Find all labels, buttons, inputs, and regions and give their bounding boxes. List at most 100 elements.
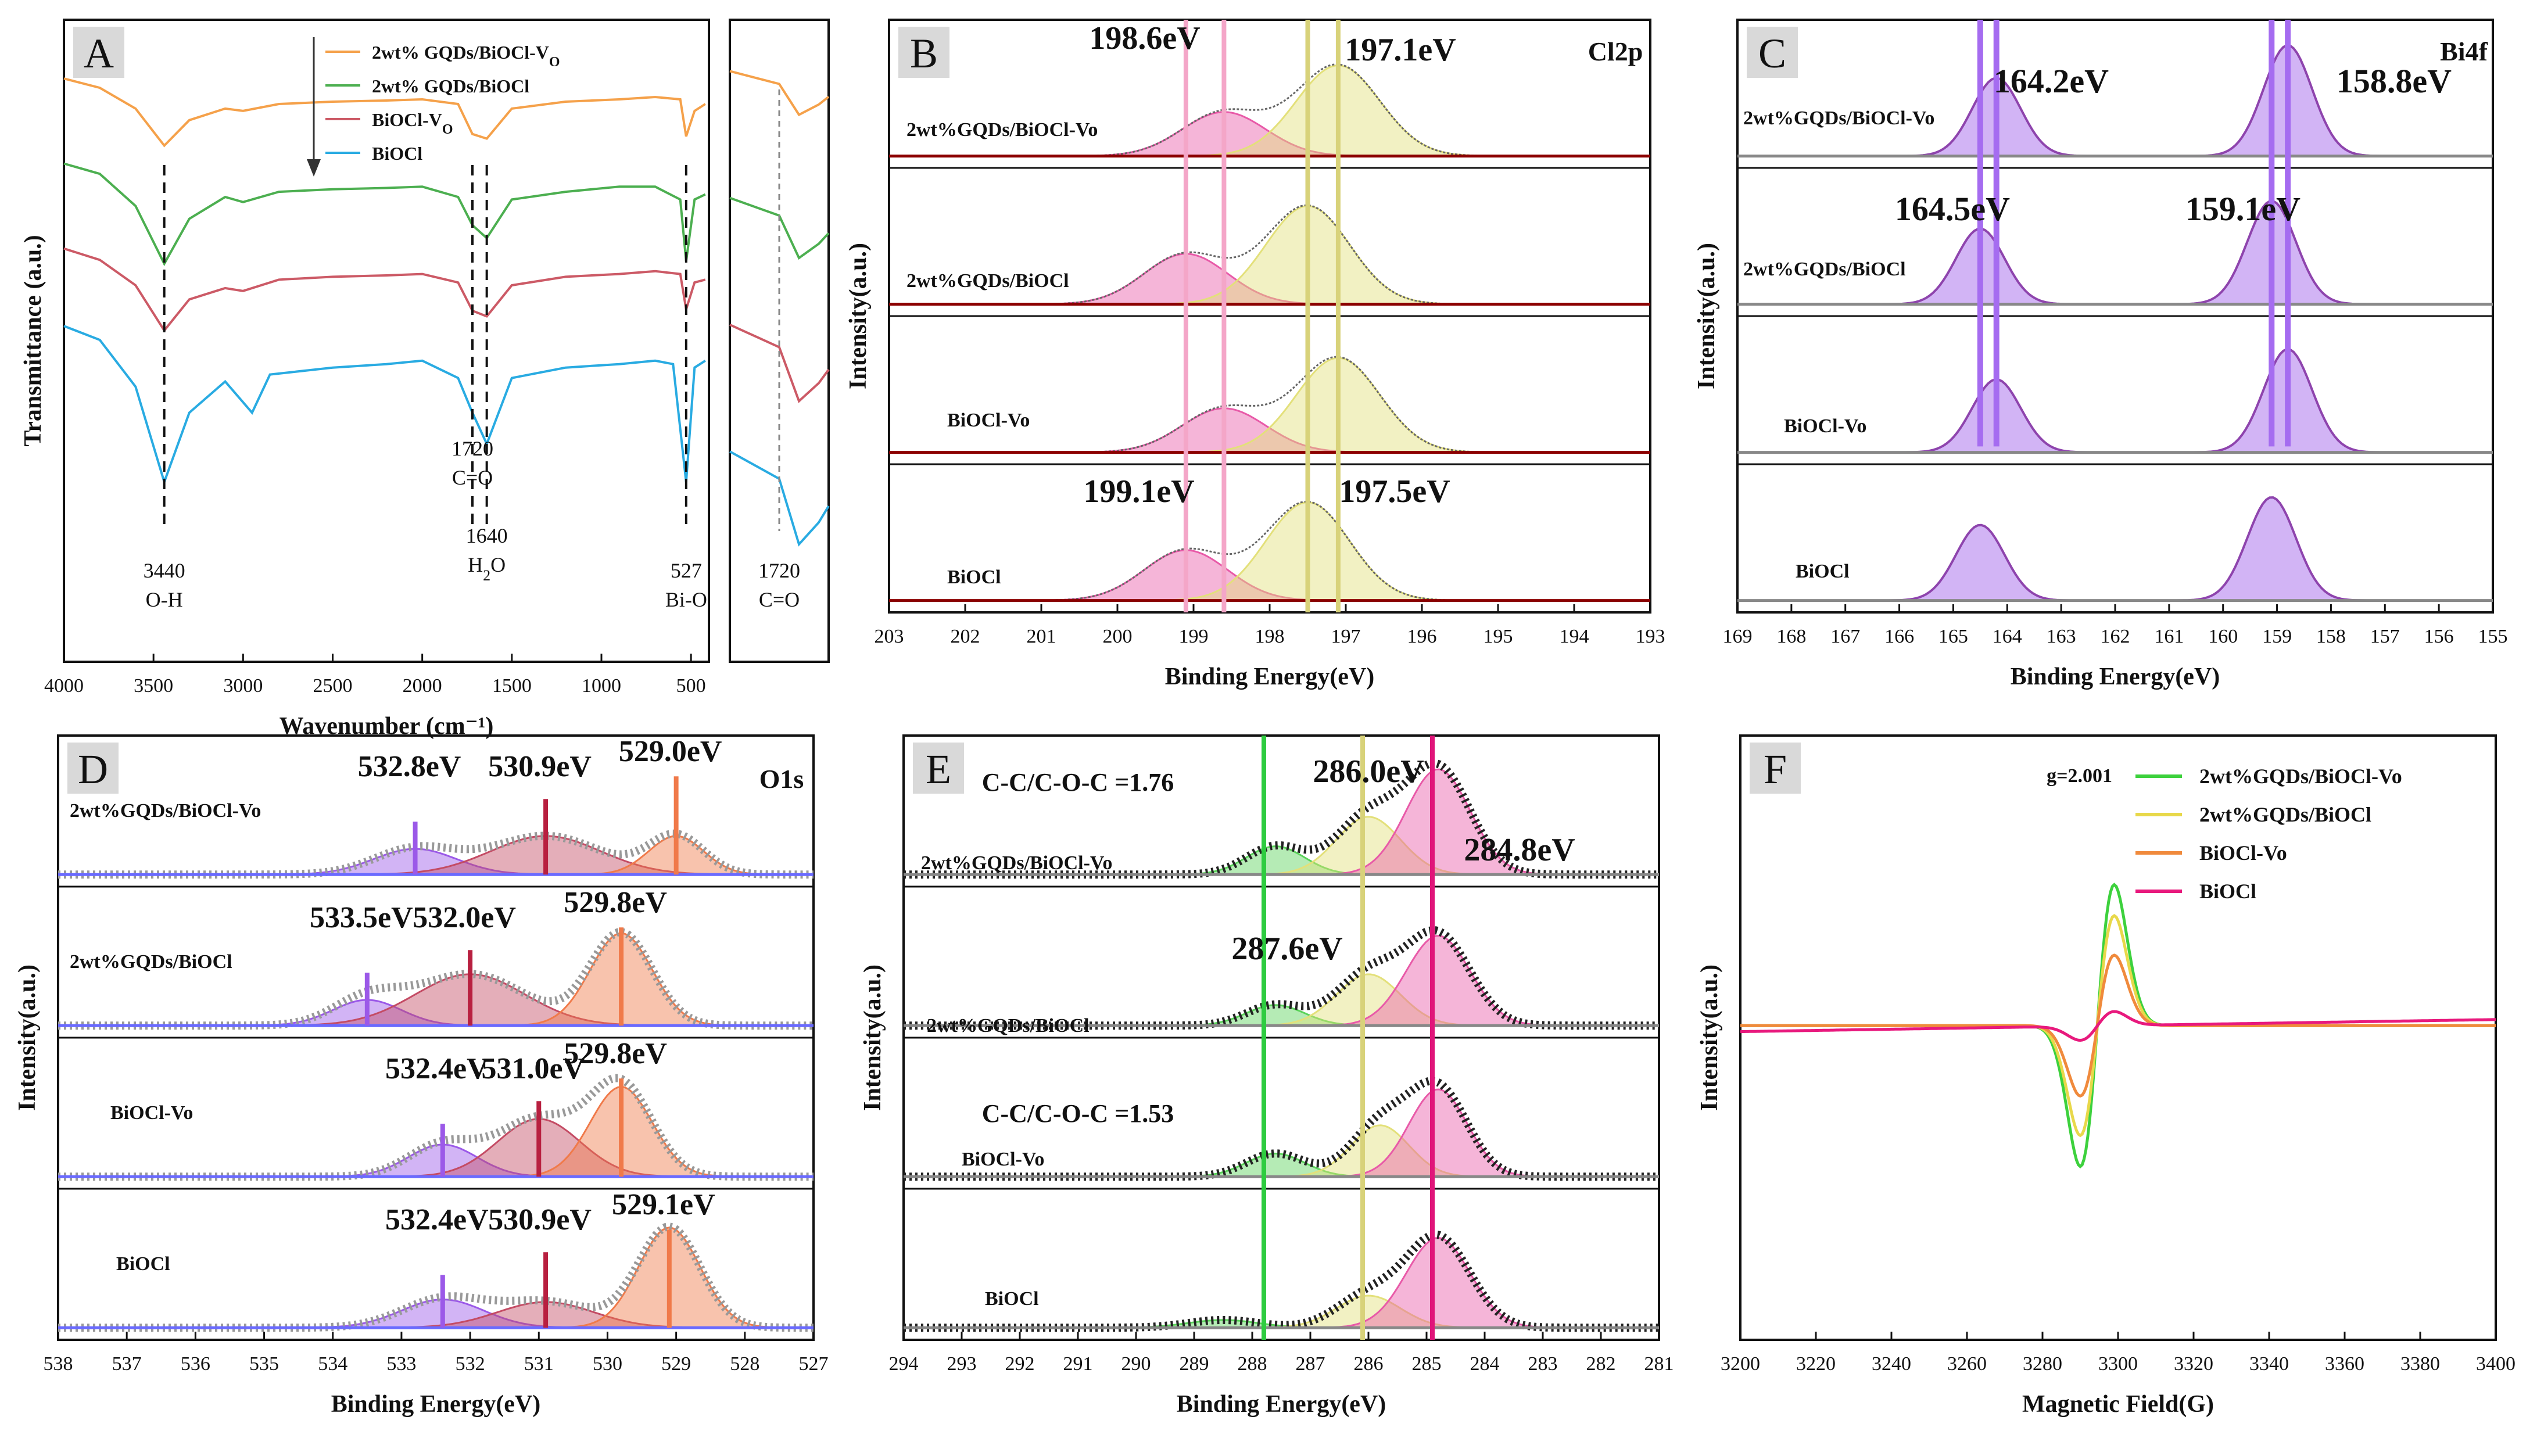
panel-c-x-tick-label: 156 (2424, 626, 2454, 647)
panel-a-panel-label: A (84, 30, 114, 77)
panel-f-x-axis-label: Magnetic Field(G) (2022, 1391, 2214, 1418)
panel-d-envelope (58, 1074, 814, 1181)
panel-f-x-tick-label: 3340 (2249, 1353, 2289, 1375)
panel-a-x-tick-label: 500 (676, 675, 706, 697)
panel-a-inset-assignment: C=O (759, 588, 800, 611)
panel-a-inset-frame (729, 19, 830, 663)
panel-d-series-label: BiOCl-Vo (110, 1102, 193, 1124)
panel-e-series-label: 2wt%GQDs/BiOCl-Vo (921, 852, 1112, 874)
panel-e-ratio-label: C-C/C-O-C =1.76 (982, 768, 1174, 797)
panel-a-arrow-head (307, 159, 321, 177)
panel-c-peak-label: 159.1eV (2185, 190, 2300, 228)
panel-f-x-tick-label: 3400 (2476, 1353, 2516, 1375)
panel-f-x-tick-label: 3240 (1872, 1353, 1911, 1375)
panel-c-x-tick-label: 160 (2208, 626, 2238, 647)
panel-a-legend-subscript: O (442, 122, 453, 137)
panel-d-x-tick-label: 529 (661, 1353, 691, 1375)
panel-e-x-tick-label: 285 (1412, 1353, 1442, 1375)
panel-d-x-tick-label: 531 (524, 1353, 554, 1375)
panel-c-x-axis-label: Binding Energy(eV) (2011, 664, 2220, 690)
panel-c-x-tick-label: 169 (1723, 626, 1753, 647)
panel-f-spectrum-line (1740, 1010, 2496, 1042)
panel-a-inset-line (729, 196, 830, 260)
panel-d-peak-label: 532.8eV (358, 750, 461, 783)
panel-d-x-tick-label: 527 (799, 1353, 829, 1375)
panel-a-x-tick-label: 3000 (223, 675, 263, 697)
panel-e-x-tick-label: 293 (947, 1353, 977, 1375)
panel-a-assignment-tail: O (490, 553, 506, 576)
panel-e-x-tick-label: 292 (1005, 1353, 1035, 1375)
panel-d-y-axis-label: Intensity(a.u.) (14, 964, 41, 1111)
panel-d-x-tick-label: 534 (318, 1353, 347, 1375)
panel-b-x-tick-label: 197 (1331, 626, 1361, 647)
panel-b-x-tick-label: 198 (1255, 626, 1285, 647)
panel-c-x-tick-label: 159 (2262, 626, 2292, 647)
panel-e-x-axis-label: Binding Energy(eV) (1177, 1391, 1386, 1418)
panel-d-x-tick-label: 537 (112, 1353, 142, 1375)
panel-d-series-label: 2wt%GQDs/BiOCl-Vo (70, 800, 261, 822)
panel-e-envelope (904, 1230, 1659, 1332)
panel-b-series-label: 2wt%GQDs/BiOCl-Vo (906, 119, 1098, 141)
panel-b-peak-label: 199.1eV (1083, 474, 1194, 510)
panel-f-legend-label: BiOCl-Vo (2199, 841, 2287, 865)
panel-b-x-tick-label: 201 (1027, 626, 1056, 647)
panel-c-panel-label: C (1758, 30, 1786, 77)
panel-e-x-tick-label: 289 (1180, 1353, 1209, 1375)
panel-a-inset-value: 1720 (758, 559, 800, 582)
panel-a-inset-line (729, 70, 830, 117)
panel-a-x-tick-label: 1000 (582, 675, 621, 697)
panel-a-inset-line (729, 450, 830, 547)
panel-a-legend-subscript: O (549, 55, 560, 70)
panel-a-x-tick-label: 4000 (44, 675, 84, 697)
panel-c-peak-label: 164.5eV (1895, 190, 2010, 228)
panel-d-envelope (58, 928, 814, 1030)
panel-c-series-label: 2wt%GQDs/BiOCl-Vo (1743, 107, 1934, 129)
panel-a-series-line (63, 77, 706, 148)
panel-d-element-label: O1s (759, 764, 804, 794)
panel-b-x-tick-label: 199 (1179, 626, 1209, 647)
panel-b-series-label: BiOCl (947, 566, 1001, 588)
panel-a-label-box (73, 27, 124, 78)
panel-b-peak-label: 197.1eV (1345, 32, 1456, 68)
panel-f-x-tick-label: 3320 (2174, 1353, 2213, 1375)
panel-c-peak-label: 158.8eV (2337, 62, 2452, 100)
panel-c-peak-label: 164.2eV (1994, 62, 2109, 100)
panel-e-x-tick-label: 287 (1296, 1353, 1325, 1375)
panel-c-envelope (1737, 496, 2493, 602)
panel-d-envelope (58, 1222, 814, 1332)
panel-d-x-tick-label: 533 (386, 1353, 416, 1375)
panel-e-x-tick-label: 290 (1121, 1353, 1151, 1375)
panel-f-x-tick-label: 3220 (1796, 1353, 1836, 1375)
panel-a-series-line (63, 162, 706, 267)
panel-d-x-tick-label: 530 (593, 1353, 622, 1375)
panel-e-peak-label: 286.0eV (1313, 754, 1424, 790)
panel-b-panel-label: B (910, 30, 938, 77)
panel-b-element-label: Cl2p (1588, 37, 1643, 66)
panel-e-peak-label: 284.8eV (1464, 832, 1575, 868)
panel-f-x-tick-label: 3360 (2325, 1353, 2364, 1375)
panel-e-fitted-peak (904, 1237, 1659, 1329)
panel-a-y-axis-label: Transmittance (a.u.) (20, 235, 46, 446)
panel-c-x-tick-label: 162 (2101, 626, 2130, 647)
panel-c-fitted-peak (1737, 524, 2493, 602)
panel-b-x-tick-label: 196 (1407, 626, 1437, 647)
panel-d-peak-label: 529.8eV (564, 886, 667, 919)
panel-b-x-tick-label: 194 (1560, 626, 1589, 647)
panel-e-label-box (913, 743, 964, 794)
panel-a-peak-value: 3440 (144, 559, 185, 582)
panel-b-fitted-peak (889, 64, 1650, 157)
panel-e-x-tick-label: 291 (1063, 1353, 1093, 1375)
panel-c-element-label: Bi4f (2440, 37, 2488, 66)
panel-a-x-tick-label: 1500 (492, 675, 532, 697)
panel-f-panel-label: F (1764, 746, 1787, 792)
panel-d-series-label: 2wt%GQDs/BiOCl (70, 951, 232, 973)
panel-d-peak-label: 529.8eV (564, 1037, 667, 1070)
panel-e-x-tick-label: 281 (1644, 1353, 1674, 1375)
panel-f-x-tick-label: 3280 (2023, 1353, 2062, 1375)
panel-e-panel-label: E (926, 746, 951, 792)
panel-d-series-label: BiOCl (116, 1253, 170, 1275)
panel-d-peak-label: 531.0eV (481, 1052, 585, 1085)
panel-a-peak-value: 1640 (466, 524, 508, 547)
panel-d-peak-label: 530.9eV (488, 750, 592, 783)
panel-c-x-tick-label: 163 (2047, 626, 2076, 647)
